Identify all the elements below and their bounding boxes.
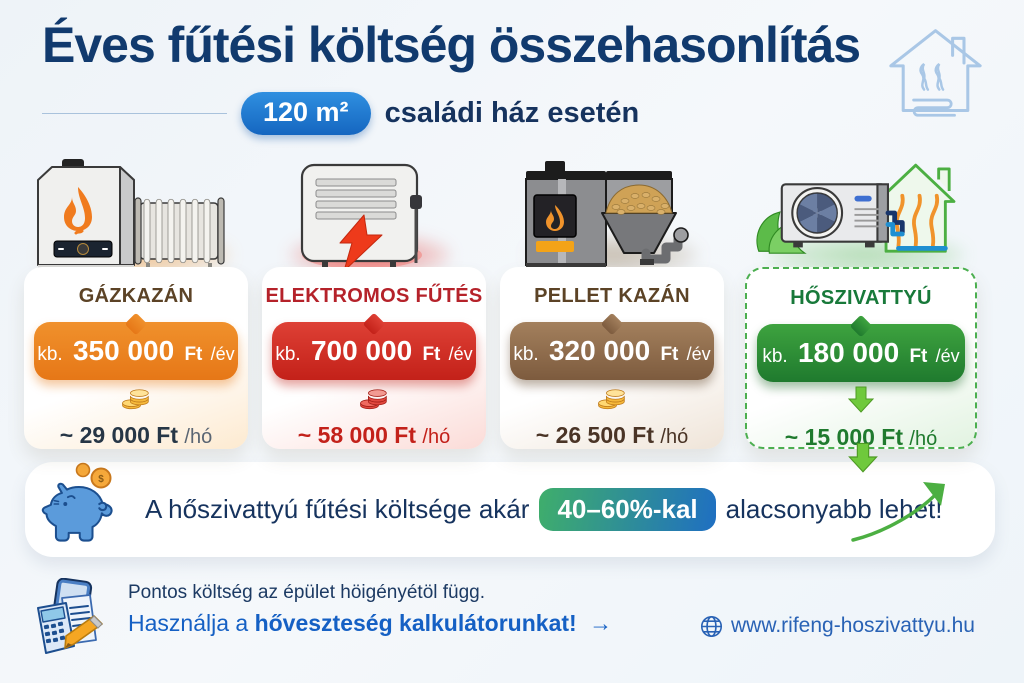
svg-text:$: $ [98, 474, 104, 485]
